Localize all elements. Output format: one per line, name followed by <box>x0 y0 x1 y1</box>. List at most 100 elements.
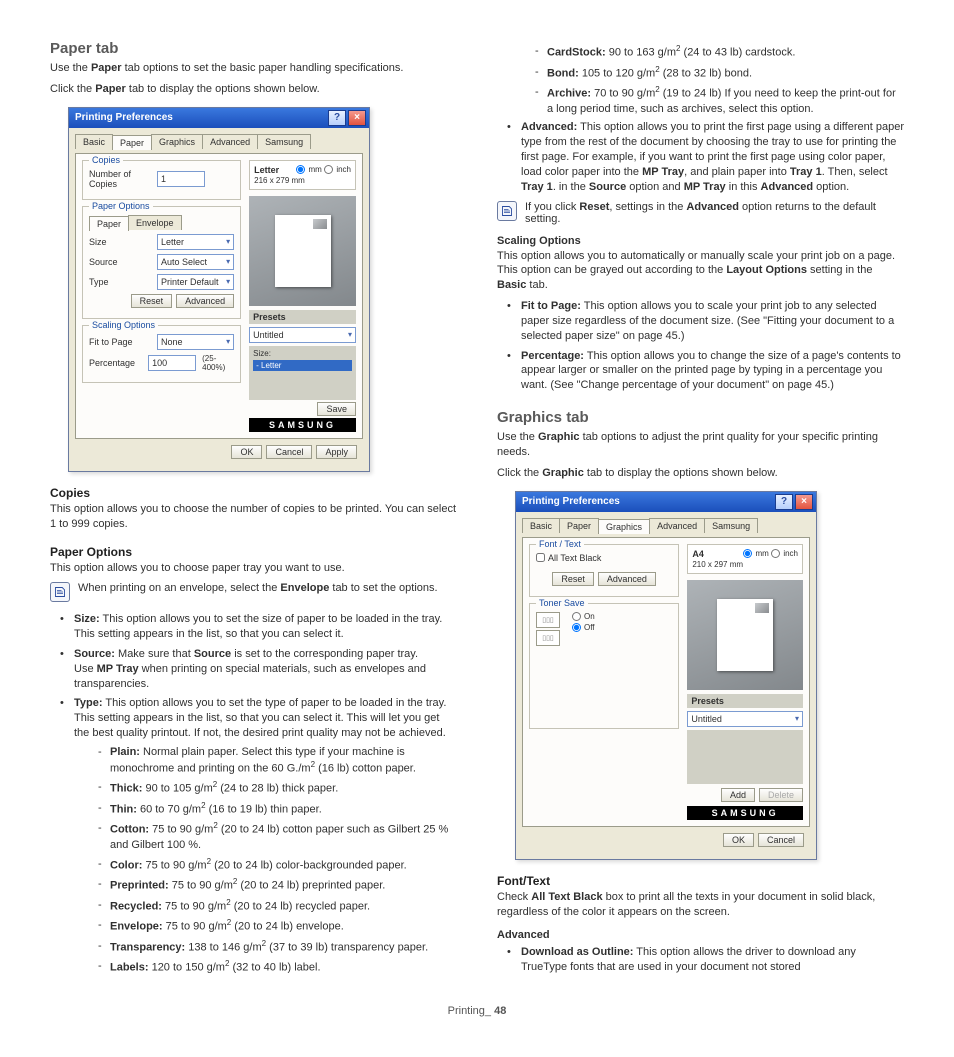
label-source: Source <box>89 257 151 267</box>
para: Click the Paper tab to display the optio… <box>50 82 457 97</box>
combo-source[interactable]: Auto Select <box>157 254 234 270</box>
para: Use the Paper tab options to set the bas… <box>50 61 457 76</box>
preset-details: Size: - Letter <box>249 346 356 400</box>
reset-button[interactable]: Reset <box>552 572 594 586</box>
apply-button[interactable]: Apply <box>316 445 357 459</box>
para: This option allows you to choose paper t… <box>50 561 457 576</box>
group-toner-save: Toner Save <box>536 598 588 608</box>
label-fit-to-page: Fit to Page <box>89 337 151 347</box>
list-item: Type: This option allows you to set the … <box>64 696 457 975</box>
list-item: Source: Make sure that Source is set to … <box>64 647 457 692</box>
radio-mm[interactable]: mm <box>296 165 321 174</box>
combo-size[interactable]: Letter <box>157 234 234 250</box>
samsung-brand: SAMSUNG <box>249 418 356 432</box>
tab-paper[interactable]: Paper <box>559 518 599 533</box>
help-button[interactable]: ? <box>328 110 346 126</box>
save-button[interactable]: Save <box>317 402 356 416</box>
samsung-brand: SAMSUNG <box>687 806 803 820</box>
group-paper-options: Paper Options <box>89 201 153 211</box>
toner-icon: ▯▯▯ <box>536 612 560 628</box>
combo-type[interactable]: Printer Default <box>157 274 234 290</box>
percentage-range: (25-400%) <box>202 354 234 372</box>
combo-presets[interactable]: Untitled <box>687 711 803 727</box>
heading-paper-tab: Paper tab <box>50 40 457 57</box>
note-icon <box>497 201 517 221</box>
combo-presets[interactable]: Untitled <box>249 327 356 343</box>
heading-copies: Copies <box>50 486 457 500</box>
list-item: Percentage: This option allows you to ch… <box>511 349 904 394</box>
list-item: Bond: 105 to 120 g/m2 (28 to 32 lb) bond… <box>535 65 904 82</box>
tab-graphics[interactable]: Graphics <box>598 519 650 534</box>
close-button[interactable]: × <box>348 110 366 126</box>
tab-samsung[interactable]: Samsung <box>704 518 758 533</box>
subtab-envelope[interactable]: Envelope <box>128 215 182 230</box>
radio-toner-off[interactable]: Off <box>572 623 595 632</box>
ok-button[interactable]: OK <box>231 445 262 459</box>
tab-basic[interactable]: Basic <box>75 134 113 149</box>
subtab-paper[interactable]: Paper <box>89 216 129 231</box>
list-item: Archive: 70 to 90 g/m2 (19 to 24 lb) If … <box>535 85 904 116</box>
list-item: Size: This option allows you to set the … <box>64 612 457 642</box>
label-number-of-copies: Number of Copies <box>89 169 151 189</box>
radio-inch[interactable]: inch <box>324 165 351 174</box>
close-button[interactable]: × <box>795 494 813 510</box>
label-percentage: Percentage <box>89 358 142 368</box>
list-item: Download as Outline: This option allows … <box>511 945 904 975</box>
presets-header: Presets <box>249 310 356 324</box>
tab-advanced[interactable]: Advanced <box>202 134 258 149</box>
cancel-button[interactable]: Cancel <box>758 833 804 847</box>
checkbox-all-text-black[interactable]: All Text Black <box>536 553 601 563</box>
para: Check All Text Black box to print all th… <box>497 890 904 920</box>
radio-mm[interactable]: mm <box>743 549 768 558</box>
note-text: When printing on an envelope, select the… <box>78 582 438 594</box>
group-font-text: Font / Text <box>536 539 584 549</box>
presets-header: Presets <box>687 694 803 708</box>
para: This option allows you to automatically … <box>497 249 904 294</box>
para: This option allows you to choose the num… <box>50 502 457 532</box>
ok-button[interactable]: OK <box>723 833 754 847</box>
preset-details <box>687 730 803 784</box>
page-footer: Printing_ 48 <box>50 1005 904 1017</box>
label-type: Type <box>89 277 151 287</box>
advanced-button[interactable]: Advanced <box>598 572 656 586</box>
cancel-button[interactable]: Cancel <box>266 445 312 459</box>
tab-basic[interactable]: Basic <box>522 518 560 533</box>
list-item: Advanced: This option allows you to prin… <box>511 120 904 194</box>
list-item: Fit to Page: This option allows you to s… <box>511 299 904 344</box>
para: Use the Graphic tab options to adjust th… <box>497 430 904 460</box>
radio-inch[interactable]: inch <box>771 549 798 558</box>
heading-font-text: Font/Text <box>497 874 904 888</box>
delete-button[interactable]: Delete <box>759 788 803 802</box>
help-button[interactable]: ? <box>775 494 793 510</box>
tab-advanced[interactable]: Advanced <box>649 518 705 533</box>
para: Click the Graphic tab to display the opt… <box>497 466 904 481</box>
radio-toner-on[interactable]: On <box>572 612 595 621</box>
heading-advanced: Advanced <box>497 929 904 941</box>
heading-graphics-tab: Graphics tab <box>497 409 904 426</box>
label-size: Size <box>89 237 151 247</box>
combo-fit[interactable]: None <box>157 334 234 350</box>
tab-samsung[interactable]: Samsung <box>257 134 311 149</box>
paper-dimensions: 216 x 279 mm <box>254 176 351 185</box>
add-button[interactable]: Add <box>721 788 755 802</box>
dialog-title: Printing Preferences <box>75 112 173 123</box>
toner-icon: ▯▯▯ <box>536 630 560 646</box>
page-preview <box>249 196 356 306</box>
dialog-printing-preferences-paper: Printing Preferences ? × Basic Paper Gra… <box>68 107 370 472</box>
dialog-printing-preferences-graphics: Printing Preferences ? × Basic Paper Gra… <box>515 491 817 860</box>
heading-scaling-options: Scaling Options <box>497 235 904 247</box>
group-copies: Copies <box>89 155 123 165</box>
input-percentage[interactable]: 100 <box>148 355 196 371</box>
heading-paper-options: Paper Options <box>50 545 457 559</box>
paper-size-header: A4 <box>692 549 704 560</box>
list-item: CardStock: 90 to 163 g/m2 (24 to 43 lb) … <box>535 44 904 61</box>
paper-dimensions: 210 x 297 mm <box>692 560 798 569</box>
input-copies[interactable]: 1 <box>157 171 205 187</box>
dialog-title: Printing Preferences <box>522 496 620 507</box>
tab-paper[interactable]: Paper <box>112 135 152 150</box>
note-icon <box>50 582 70 602</box>
advanced-button[interactable]: Advanced <box>176 294 234 308</box>
page-preview <box>687 580 803 690</box>
reset-button[interactable]: Reset <box>131 294 173 308</box>
tab-graphics[interactable]: Graphics <box>151 134 203 149</box>
